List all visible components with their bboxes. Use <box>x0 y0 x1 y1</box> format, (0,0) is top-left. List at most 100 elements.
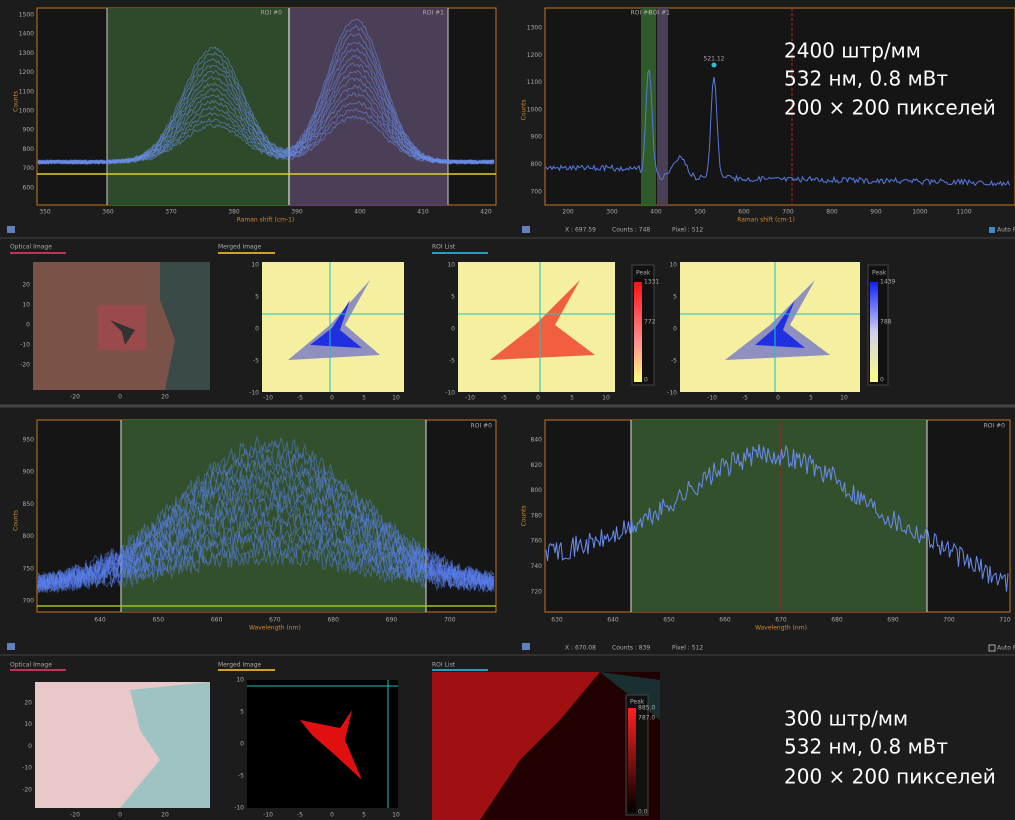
x-tick-label: 360 <box>102 209 114 216</box>
x-tick-label: 410 <box>417 209 429 216</box>
checkbox[interactable] <box>989 227 995 233</box>
roi-region <box>107 8 289 205</box>
y-tick-label: 900 <box>23 127 35 134</box>
toolbar-icon[interactable] <box>7 643 15 650</box>
x-tick-label: 10 <box>392 395 400 402</box>
y-tick-label: 740 <box>531 563 543 570</box>
x-tick-label: 400 <box>650 209 662 216</box>
x-tick-label: -5 <box>297 395 303 402</box>
y-tick-label: 700 <box>531 188 543 195</box>
screen: 1500140013001200110010009008007006003503… <box>0 0 1015 820</box>
y-tick-label: 800 <box>531 161 543 168</box>
panel-tab[interactable]: ROI List <box>432 244 456 251</box>
roi-label: ROI #1 <box>649 10 671 17</box>
y-tick-label: 1400 <box>19 31 34 38</box>
annotation: 200 × 200 пикселей <box>784 765 996 789</box>
x-tick-label: 630 <box>551 617 563 624</box>
panel-tab[interactable]: Optical Image <box>10 244 52 251</box>
status-text: Pixel : 512 <box>672 227 703 234</box>
panel-tab[interactable]: ROI List <box>432 662 456 669</box>
x-axis-label: Raman shift (cm-1) <box>737 217 795 224</box>
y-axis-label: Counts <box>13 91 20 112</box>
x-tick-label: -20 <box>70 394 80 401</box>
toolbar-icon[interactable] <box>522 643 530 650</box>
y-tick-label: -5 <box>253 358 259 365</box>
y-tick-label: -10 <box>20 342 30 349</box>
legend-tick: 0 <box>644 377 648 384</box>
legend-tick: 0.0 <box>638 809 648 816</box>
y-tick-label: -5 <box>238 773 244 780</box>
y-tick-label: 0 <box>673 326 677 333</box>
x-tick-label: 800 <box>826 209 838 216</box>
x-tick-label: 1000 <box>912 209 927 216</box>
x-tick-label: 680 <box>327 617 339 624</box>
x-tick-label: 5 <box>809 395 813 402</box>
roi-region <box>641 8 656 205</box>
x-tick-label: 0 <box>118 812 122 819</box>
x-tick-label: 500 <box>694 209 706 216</box>
toolbar-icon[interactable] <box>7 226 15 233</box>
peak-label: 521.12 <box>704 56 725 63</box>
y-tick-label: 900 <box>23 469 35 476</box>
x-tick-label: 700 <box>782 209 794 216</box>
status-text: Pixel : 512 <box>672 645 703 652</box>
auto-toggle[interactable]: Auto F <box>997 645 1015 652</box>
x-tick-label: 5 <box>362 395 366 402</box>
status-text: Counts : 839 <box>612 645 650 652</box>
legend-title: Peak <box>636 270 651 277</box>
peak-marker <box>712 63 717 68</box>
x-tick-label: 20 <box>161 394 169 401</box>
annotation: 300 штр/мм <box>784 707 908 731</box>
x-axis-label: Wavelength (nm) <box>755 625 807 632</box>
y-tick-label: 720 <box>531 588 543 595</box>
y-axis-label: Counts <box>13 510 20 531</box>
x-tick-label: 0 <box>118 394 122 401</box>
legend-tick: 1331 <box>644 279 659 286</box>
y-tick-label: 0 <box>28 743 32 750</box>
colorbar <box>628 708 636 812</box>
y-tick-label: 800 <box>23 533 35 540</box>
panel-tab[interactable]: Merged Image <box>218 662 262 669</box>
y-tick-label: -10 <box>249 390 259 397</box>
x-axis-label: Raman shift (cm-1) <box>237 217 295 224</box>
x-tick-label: -5 <box>501 395 507 402</box>
x-tick-label: 680 <box>831 617 843 624</box>
y-tick-label: 760 <box>531 538 543 545</box>
roi-label: ROI #0 <box>984 423 1006 430</box>
x-tick-label: -20 <box>70 812 80 819</box>
roi-region <box>289 8 448 205</box>
y-tick-label: -10 <box>234 805 244 812</box>
y-tick-label: 10 <box>24 721 32 728</box>
legend-tick: 772 <box>644 319 656 326</box>
x-tick-label: 650 <box>153 617 165 624</box>
x-tick-label: 670 <box>775 617 787 624</box>
y-tick-label: 10 <box>236 677 244 684</box>
roi-label: ROI #0 <box>471 423 493 430</box>
y-tick-label: 5 <box>451 294 455 301</box>
x-tick-label: -10 <box>707 395 717 402</box>
x-tick-label: 900 <box>870 209 882 216</box>
panel-tab[interactable]: Optical Image <box>10 662 52 669</box>
y-tick-label: 800 <box>531 487 543 494</box>
x-tick-label: 0 <box>776 395 780 402</box>
y-tick-label: 1100 <box>527 79 542 86</box>
auto-toggle[interactable]: Auto F <box>997 227 1015 234</box>
x-tick-label: 600 <box>738 209 750 216</box>
y-tick-label: -10 <box>22 765 32 772</box>
x-tick-label: -10 <box>263 812 273 819</box>
x-tick-label: 1100 <box>956 209 971 216</box>
y-tick-label: 1200 <box>19 69 34 76</box>
x-tick-label: 370 <box>165 209 177 216</box>
x-tick-label: 200 <box>562 209 574 216</box>
toolbar-icon[interactable] <box>522 226 530 233</box>
panel-tab[interactable]: Merged Image <box>218 244 262 251</box>
y-axis-label: Counts <box>521 505 528 526</box>
y-tick-label: 5 <box>673 294 677 301</box>
x-tick-label: 700 <box>943 617 955 624</box>
roi-label: ROI #0 <box>261 10 283 17</box>
y-tick-label: -10 <box>445 390 455 397</box>
y-tick-label: 1300 <box>19 50 34 57</box>
legend-tick: 1439 <box>880 279 895 286</box>
legend-tick: 787.0 <box>638 715 655 722</box>
y-tick-label: 0 <box>451 326 455 333</box>
